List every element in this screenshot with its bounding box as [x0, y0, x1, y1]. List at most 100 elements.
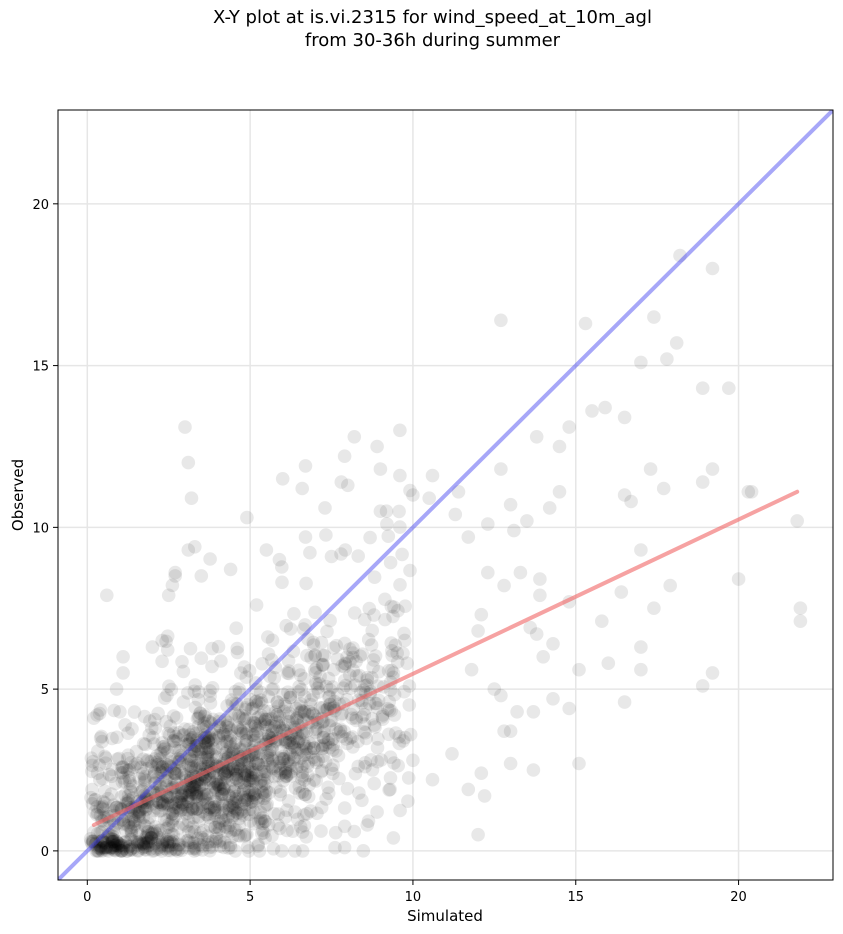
scatter-point: [201, 797, 216, 811]
scatter-point: [239, 790, 253, 805]
scatter-point: [294, 704, 309, 718]
chart-title-line-2: from 30-36h during summer: [304, 30, 561, 51]
scatter-point: [241, 760, 255, 775]
scatter-point: [257, 785, 272, 800]
scatter-point: [481, 517, 495, 531]
scatter-point: [265, 760, 279, 774]
scatter-point: [201, 734, 215, 748]
scatter-point: [114, 812, 129, 827]
scatter-point: [118, 788, 132, 802]
scatter-point: [292, 679, 306, 694]
scatter-point: [309, 675, 323, 690]
scatter-point: [228, 684, 243, 699]
scatter-point: [192, 744, 207, 759]
scatter-point: [323, 714, 338, 728]
scatter-point: [236, 784, 250, 799]
scatter-point: [118, 718, 132, 732]
scatter-point: [104, 787, 119, 801]
scatter-point: [223, 562, 238, 577]
scatter-point: [382, 783, 396, 797]
scatter-point: [257, 764, 272, 779]
scatter-point: [647, 310, 661, 324]
scatter-point: [124, 785, 138, 799]
scatter-point: [259, 720, 273, 734]
scatter-point: [269, 724, 284, 738]
scatter-point: [474, 766, 489, 780]
scatter-point: [257, 799, 272, 813]
scatter-point: [315, 648, 330, 663]
scatter-point: [152, 795, 167, 810]
scatter-point: [201, 740, 216, 754]
scatter-point: [228, 737, 242, 751]
scatter-point: [347, 430, 362, 444]
scatter-point: [162, 789, 176, 804]
scatter-point: [194, 826, 208, 840]
scatter-point: [175, 795, 189, 810]
scatter-point: [187, 840, 202, 854]
scatter-point: [217, 787, 232, 801]
scatter-point: [98, 836, 113, 850]
scatter-point: [601, 656, 616, 670]
scatter-point: [194, 651, 209, 665]
scatter-point: [152, 804, 167, 818]
scatter-point: [161, 758, 175, 772]
scatter-point: [141, 825, 155, 839]
scatter-point: [86, 834, 100, 848]
scatter-point: [238, 768, 253, 783]
scatter-point: [189, 777, 204, 791]
scatter-point: [329, 744, 343, 758]
scatter-point: [254, 765, 269, 779]
scatter-point: [282, 752, 296, 766]
scatter-point: [503, 756, 518, 771]
scatter-point: [451, 485, 466, 499]
scatter-point: [240, 840, 255, 854]
scatter-point: [256, 786, 270, 800]
scatter-point: [124, 827, 139, 842]
scatter-point: [93, 731, 108, 745]
scatter-point: [119, 824, 133, 838]
scatter-point: [303, 545, 317, 560]
scatter-point: [226, 808, 240, 823]
scatter-point: [203, 800, 217, 815]
scatter-point: [197, 789, 211, 804]
scatter-point: [236, 726, 250, 740]
scatter-point: [187, 684, 202, 699]
scatter-point: [263, 748, 277, 763]
scatter-point: [110, 730, 124, 745]
scatter-point: [132, 827, 147, 842]
scatter-point: [188, 540, 202, 554]
scatter-point: [209, 774, 224, 788]
scatter-point: [158, 841, 172, 856]
scatter-point: [218, 724, 233, 738]
scatter-point: [115, 838, 129, 853]
scatter-point: [257, 704, 271, 718]
scatter-point: [598, 400, 612, 415]
scatter-point: [212, 714, 227, 729]
scatter-point: [536, 650, 550, 664]
scatter-point: [217, 835, 232, 850]
scatter-point: [222, 788, 236, 802]
scatter-point: [282, 666, 296, 681]
scatter-point: [190, 711, 205, 726]
scatter-point: [173, 744, 187, 758]
scatter-point: [185, 749, 199, 764]
scatter-point: [251, 710, 266, 724]
scatter-point: [229, 621, 243, 635]
scatter-point: [731, 572, 746, 586]
scatter-point: [309, 774, 324, 788]
scatter-point: [370, 701, 385, 715]
scatter-point: [208, 780, 223, 795]
scatter-point: [336, 681, 351, 695]
scatter-point: [158, 741, 172, 756]
scatter-point: [144, 842, 158, 856]
scatter-point: [273, 766, 288, 780]
scatter-point: [228, 763, 243, 777]
x-tick-label: 0: [83, 890, 91, 905]
scatter-point: [157, 691, 172, 705]
scatter-point: [242, 788, 257, 803]
scatter-point: [200, 808, 215, 822]
scatter-point: [303, 741, 318, 756]
scatter-point: [292, 699, 307, 713]
scatter-point: [324, 713, 339, 728]
scatter-point: [228, 767, 243, 782]
